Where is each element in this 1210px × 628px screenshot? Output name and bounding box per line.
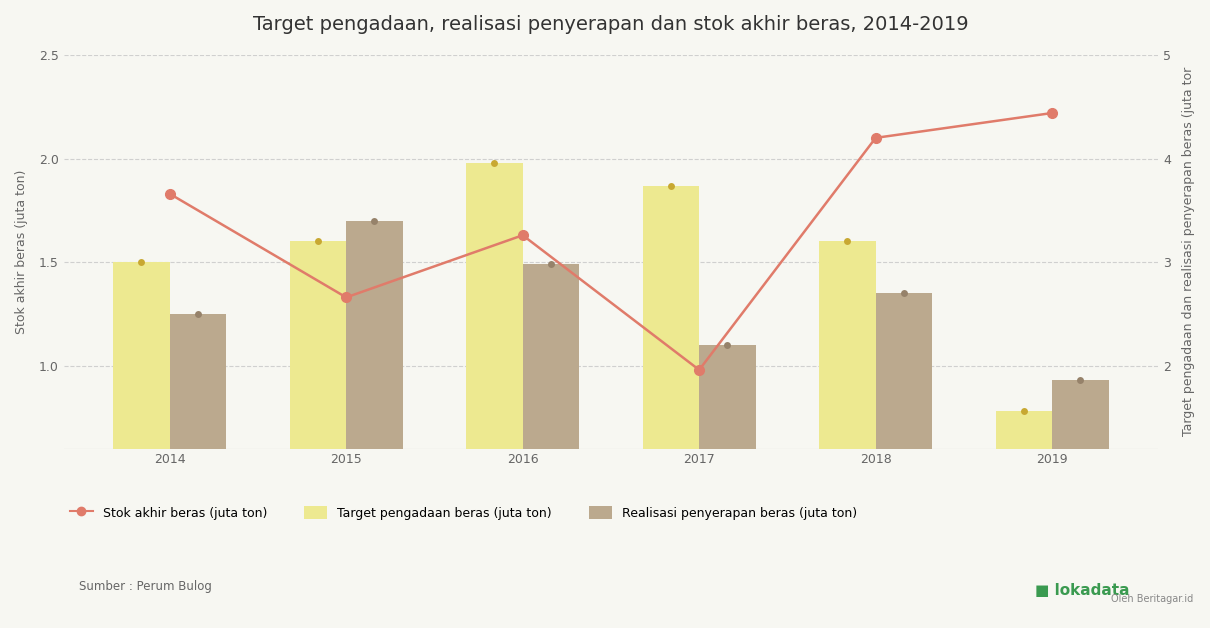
- Bar: [819, 241, 876, 573]
- Stok akhir beras (juta ton): [339, 294, 353, 301]
- Bar: [523, 264, 580, 573]
- Bar: [1053, 381, 1108, 573]
- Title: Target pengadaan, realisasi penyerapan dan stok akhir beras, 2014-2019: Target pengadaan, realisasi penyerapan d…: [253, 15, 969, 34]
- Y-axis label: Target pengadaan dan realisasi penyerapan beras (juta tor: Target pengadaan dan realisasi penyerapa…: [1182, 67, 1195, 436]
- Bar: [466, 163, 523, 573]
- Stok akhir beras (juta ton): [515, 232, 530, 239]
- Bar: [346, 220, 403, 573]
- Text: Sumber : Perum Bulog: Sumber : Perum Bulog: [79, 580, 212, 593]
- Bar: [876, 293, 932, 573]
- Stok akhir beras (juta ton): [869, 134, 883, 142]
- Text: Oleh Beritagar.id: Oleh Beritagar.id: [1111, 594, 1193, 604]
- Y-axis label: Stok akhir beras (juta ton): Stok akhir beras (juta ton): [15, 170, 28, 334]
- Stok akhir beras (juta ton): [1045, 109, 1060, 117]
- Bar: [996, 411, 1053, 573]
- Bar: [169, 314, 226, 573]
- Bar: [289, 241, 346, 573]
- Line: Stok akhir beras (juta ton): Stok akhir beras (juta ton): [165, 108, 1058, 375]
- Text: ■ lokadata: ■ lokadata: [1035, 583, 1129, 598]
- Bar: [699, 345, 756, 573]
- Bar: [643, 185, 699, 573]
- Stok akhir beras (juta ton): [162, 190, 177, 198]
- Bar: [114, 262, 169, 573]
- Legend: Stok akhir beras (juta ton), Target pengadaan beras (juta ton), Realisasi penyer: Stok akhir beras (juta ton), Target peng…: [70, 506, 857, 519]
- Stok akhir beras (juta ton): [692, 366, 707, 374]
